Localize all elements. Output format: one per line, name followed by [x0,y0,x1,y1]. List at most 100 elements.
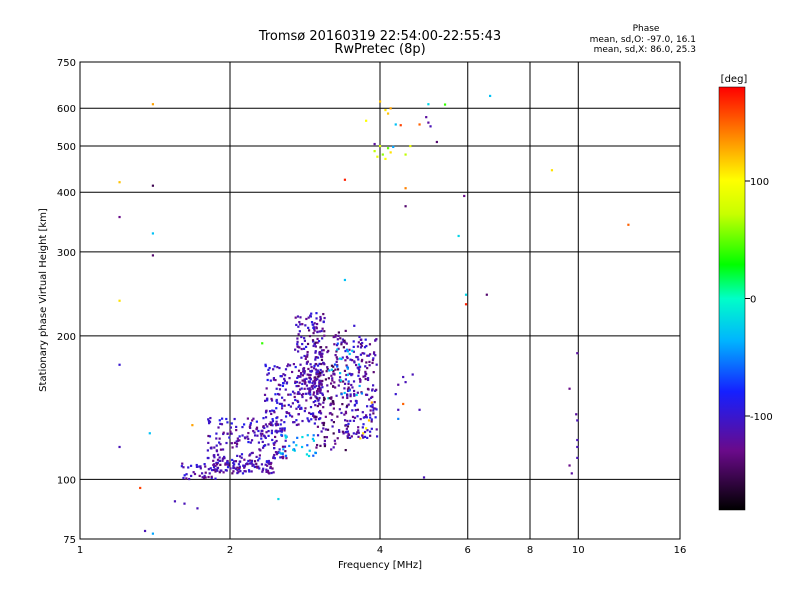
data-point [351,386,354,389]
data-point [351,415,355,419]
data-point [389,151,392,154]
data-point [344,412,348,415]
data-point [457,234,460,238]
data-point [316,378,319,381]
data-point [427,121,430,124]
data-point [365,119,368,122]
data-point [334,353,337,357]
data-point [257,429,260,433]
data-point [281,445,285,448]
data-point [276,392,280,396]
data-point [347,386,350,389]
data-point [283,399,286,402]
data-point [301,382,304,386]
data-point [255,426,259,429]
data-point [243,436,247,439]
data-point [317,384,321,388]
data-point [218,459,221,463]
data-point [307,380,310,383]
data-point [346,419,349,423]
data-point [298,392,301,395]
data-point [360,344,363,347]
data-point [198,474,201,477]
data-point [315,390,319,393]
data-point [262,444,266,448]
data-point [336,415,339,418]
data-point [314,418,317,421]
data-point [236,437,239,440]
data-point [324,415,327,418]
data-point [241,434,244,437]
data-point [279,384,282,387]
data-point [372,412,375,415]
x-tick-label: 1 [77,545,83,556]
data-point [151,103,155,106]
data-point [336,368,340,371]
data-point [305,399,308,402]
data-point [280,429,284,432]
data-point [300,393,304,397]
data-point [349,358,352,361]
data-point [356,408,360,411]
data-point [220,423,224,426]
data-point [313,322,316,325]
data-point [173,500,177,503]
data-point [344,341,347,344]
data-point [361,411,364,414]
data-point [228,436,231,439]
y-tick-label: 750 [57,58,76,69]
data-point [305,361,309,364]
data-point [301,435,304,439]
data-point [375,435,379,438]
data-point [344,430,347,434]
data-point [379,100,382,103]
data-point [299,407,302,411]
data-point [337,347,340,350]
data-point [244,470,247,473]
data-point [335,394,338,397]
data-point [217,426,220,429]
data-point [249,453,252,456]
data-point [305,453,309,456]
data-point [357,363,361,366]
data-point [250,451,253,455]
data-point [314,415,317,419]
data-point [215,437,218,440]
data-point [277,430,280,433]
data-point [489,94,492,98]
data-point [325,346,328,349]
data-point [319,403,322,406]
data-point [118,215,121,219]
data-point [365,416,368,419]
data-point [356,366,359,369]
data-point [267,429,270,433]
data-point [307,454,311,458]
data-point [268,410,272,413]
data-point [151,232,155,235]
data-point [297,369,301,372]
data-point [357,426,360,429]
data-point [340,393,343,396]
data-point [320,349,324,352]
data-point [306,444,309,447]
data-point [310,365,313,369]
data-point [283,379,287,382]
data-point [303,409,306,413]
data-point [301,395,304,399]
data-point [316,369,319,372]
data-point [222,432,225,436]
data-point [230,422,233,425]
data-point [315,397,319,400]
data-point [394,123,397,126]
data-point [271,418,274,421]
data-point [236,471,239,475]
data-point [214,464,217,467]
data-point [344,349,347,353]
data-point [276,423,279,426]
data-point [233,441,237,444]
data-point [118,363,121,366]
data-point [314,341,317,344]
data-point [213,456,216,459]
data-point [231,472,234,475]
data-point [366,354,369,357]
